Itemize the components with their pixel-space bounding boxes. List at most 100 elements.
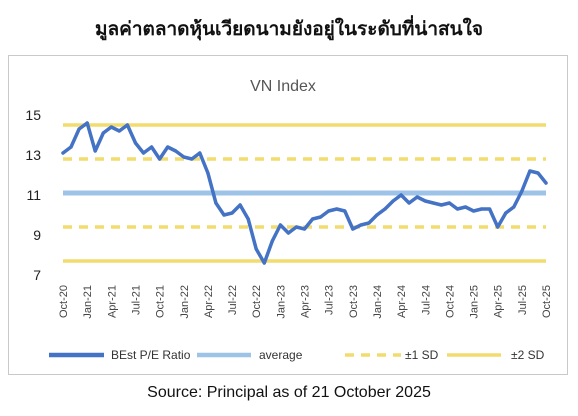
pe-point [149,145,154,149]
x-tick-label: Apr-24 [396,285,408,318]
y-tick-label: 13 [25,147,41,163]
pe-point [335,207,339,211]
pe-point [85,121,89,125]
pe-series [61,121,548,265]
pe-point [480,207,484,211]
page-title: มูลค่าตลาดหุ้นเวียดนามยังอยู่ในระดับที่น… [94,18,484,40]
x-tick-label: Apr-21 [106,285,118,318]
pe-point [310,217,315,221]
x-tick-label: Oct-22 [251,285,263,318]
source-note: Source: Principal as of 21 October 2025 [147,384,431,401]
pe-point [222,213,226,217]
y-tick-label: 11 [26,187,41,203]
pe-point [302,227,307,231]
chart-title: VN Index [250,78,316,95]
x-tick-label: Oct-20 [58,285,70,318]
pe-point [319,215,323,219]
x-tick-label: Jan-21 [82,285,94,319]
legend-sd2-label: ±2 SD [511,348,545,362]
pe-point [133,141,138,145]
pe-point [101,131,105,135]
pe-point [415,195,419,199]
pe-point [351,227,355,231]
pe-point [69,145,73,149]
x-tick-label: Jul-23 [324,285,336,315]
x-tick-label: Jan-24 [372,285,384,319]
x-tick-label: Jul-25 [517,285,529,315]
legend-pe-label: BEst P/E Ratio [111,348,191,362]
pe-point [182,155,186,159]
pe-point [528,169,532,173]
pe-point [198,151,202,155]
pe-point [439,203,443,207]
chart-frame: VN Index 7 9 11 13 15 Oct-20 Jan-21 Apr-21 Jul-… [8,55,568,375]
pe-point [359,223,363,227]
y-axis-ticks: 7 9 11 13 15 [25,107,41,283]
pe-point [286,231,290,235]
band-lines [63,123,546,263]
pe-point [407,201,411,205]
pe-point [174,149,178,153]
pe-point [463,205,468,209]
pe-point [230,211,234,215]
x-tick-label: Oct-21 [155,285,167,318]
pe-point [238,203,242,207]
pe-point [278,223,282,227]
pe-point [166,145,170,149]
pe-point [254,247,258,251]
pe-point [141,151,146,155]
pe-point [327,209,331,213]
pe-point [158,157,162,161]
pe-point [383,207,387,211]
pe-point [125,123,129,127]
pe-point [375,213,379,217]
pe-point [488,207,492,211]
x-tick-label: Apr-25 [493,285,505,318]
pe-point [447,201,451,205]
pe-point [471,209,476,213]
pe-point [455,207,460,211]
x-tick-label: Oct-24 [444,285,456,318]
pe-point [391,199,395,203]
x-tick-label: Jul-21 [130,285,142,315]
x-tick-label: Apr-22 [203,285,215,318]
y-tick-label: 9 [33,227,41,243]
pe-point [61,151,65,155]
pe-point [520,189,524,193]
pe-point [190,157,194,161]
pe-point [77,127,81,131]
pe-point [270,239,274,243]
x-tick-label: Jan-25 [469,285,481,319]
x-tick-label: Oct-25 [541,285,553,318]
pe-point [496,225,500,229]
pe-point [536,171,540,175]
pe-point [262,261,266,265]
y-tick-label: 7 [33,267,41,283]
pe-point [246,217,250,221]
x-tick-label: Jan-22 [179,285,191,319]
x-tick-label: Jul-24 [420,285,432,315]
pe-point [294,225,299,229]
legend-average-label: average [259,348,303,362]
legend-sd1-label: ±1 SD [405,348,439,362]
pe-point [343,209,347,213]
legend: BEst P/E Ratio average ±1 SD ±2 SD [49,348,545,362]
pe-point [109,125,113,129]
pe-point [93,149,97,153]
pe-chart: VN Index 7 9 11 13 15 Oct-20 Jan-21 Apr-21 Jul-… [25,78,553,362]
pe-point [367,221,371,225]
pe-point [504,211,508,215]
x-axis-ticks: Oct-20 Jan-21 Apr-21 Jul-21 Oct-21 Jan-22 Apr-… [58,285,553,319]
x-tick-label: Jul-22 [227,285,239,315]
y-tick-label: 15 [25,107,41,123]
x-tick-label: Jan-23 [275,285,287,319]
pe-point [399,193,403,197]
pe-point [512,205,516,209]
pe-point [423,199,427,203]
pe-point [544,181,548,185]
pe-point [214,201,218,205]
x-tick-label: Apr-23 [300,285,312,318]
pe-point [206,171,210,175]
x-tick-label: Oct-23 [348,285,360,318]
pe-point [117,129,121,133]
